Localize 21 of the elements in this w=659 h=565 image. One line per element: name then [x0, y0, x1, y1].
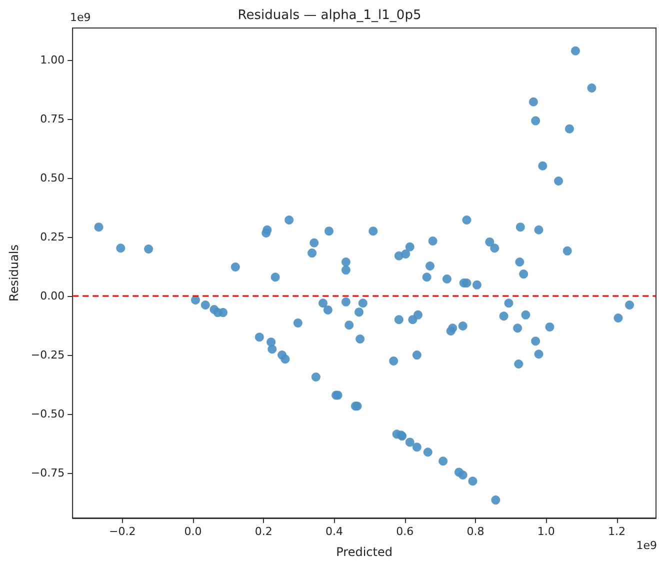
text: 1e9 — [70, 11, 91, 24]
y-tick-label: 0.75 — [40, 112, 65, 126]
y-tick-label: 0.00 — [40, 290, 65, 303]
x-axis-title: Predicted — [336, 545, 392, 559]
text: 1e9 — [636, 539, 657, 552]
x-tick-label: 0.6 — [396, 525, 414, 538]
x-tick-label: 0.2 — [254, 525, 272, 538]
chart-title: Residuals — alpha_1_l1_0p5 — [238, 8, 422, 23]
x-tick-label: 0.4 — [326, 525, 344, 538]
y-tick-label: 1.00 — [40, 53, 65, 66]
y-tick-label: −0.75 — [30, 466, 65, 480]
x-tick-label: 1.0 — [537, 525, 555, 538]
y-tick-label: 0.25 — [40, 230, 65, 244]
y-tick-label: −0.25 — [30, 348, 65, 362]
x-tick-label: −0.2 — [109, 525, 136, 538]
x-tick-label: 0.0 — [184, 525, 202, 538]
y-tick-label: 0.50 — [40, 171, 65, 184]
y-tick-label: −0.50 — [30, 408, 65, 421]
x-tick-label: 1.2 — [608, 525, 626, 538]
x-tick-label: 0.8 — [466, 525, 484, 538]
y-axis-title: Residuals — [7, 244, 21, 302]
